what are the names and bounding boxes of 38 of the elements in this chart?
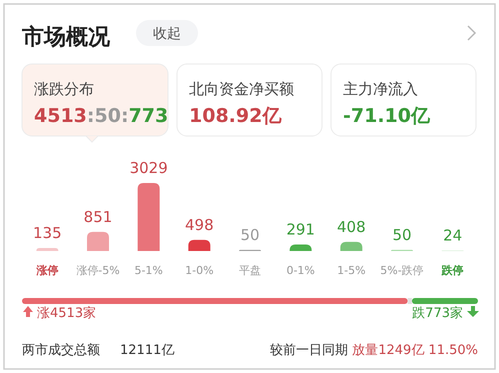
data-label: 50 <box>392 226 412 244</box>
bar <box>138 183 160 251</box>
text: 收起 <box>153 26 181 42</box>
text: 主力净流入 <box>343 80 418 98</box>
data-label: 408 <box>337 218 366 236</box>
data-label: 498 <box>185 216 214 234</box>
text: 放量1249亿 <box>352 343 428 358</box>
text: 较前一日同期 <box>270 343 352 358</box>
x-tick-label: 1-0% <box>185 264 214 277</box>
bar <box>87 232 109 251</box>
text: 12111亿 <box>120 343 174 358</box>
data-label: 24 <box>443 226 462 244</box>
text: 市场概况 <box>21 24 111 50</box>
x-tick-label: 平盘 <box>239 264 261 277</box>
text: 108.92亿 <box>189 105 282 127</box>
text: -71.10亿 <box>343 105 431 127</box>
x-tick-label: 5%-跌停 <box>380 264 424 277</box>
x-tick-label: 涨停 <box>35 264 58 277</box>
data-label: 跌773家 <box>412 305 463 321</box>
text: 北向资金净买额 <box>189 80 294 98</box>
data-label: 135 <box>33 224 62 242</box>
x-tick-label: 涨停-5% <box>76 264 120 277</box>
x-tick-label: 跌停 <box>440 264 464 277</box>
text: 两市成交总额 <box>22 342 100 358</box>
data-label: 50 <box>240 226 260 244</box>
text: 4513:50:773 <box>34 105 168 127</box>
data-label: 3029 <box>130 159 168 177</box>
x-tick-label: 5-1% <box>134 264 163 277</box>
text: 11.50% <box>428 343 478 358</box>
data-label: 851 <box>84 208 112 226</box>
text: 涨跌分布 <box>34 80 94 98</box>
bar <box>340 242 362 251</box>
bar <box>36 248 58 251</box>
bar <box>188 240 210 251</box>
data-label: 涨4513家 <box>37 305 96 321</box>
x-tick-label: 1-5% <box>337 264 366 277</box>
data-label: 291 <box>286 220 315 238</box>
x-tick-label: 0-1% <box>286 264 315 277</box>
